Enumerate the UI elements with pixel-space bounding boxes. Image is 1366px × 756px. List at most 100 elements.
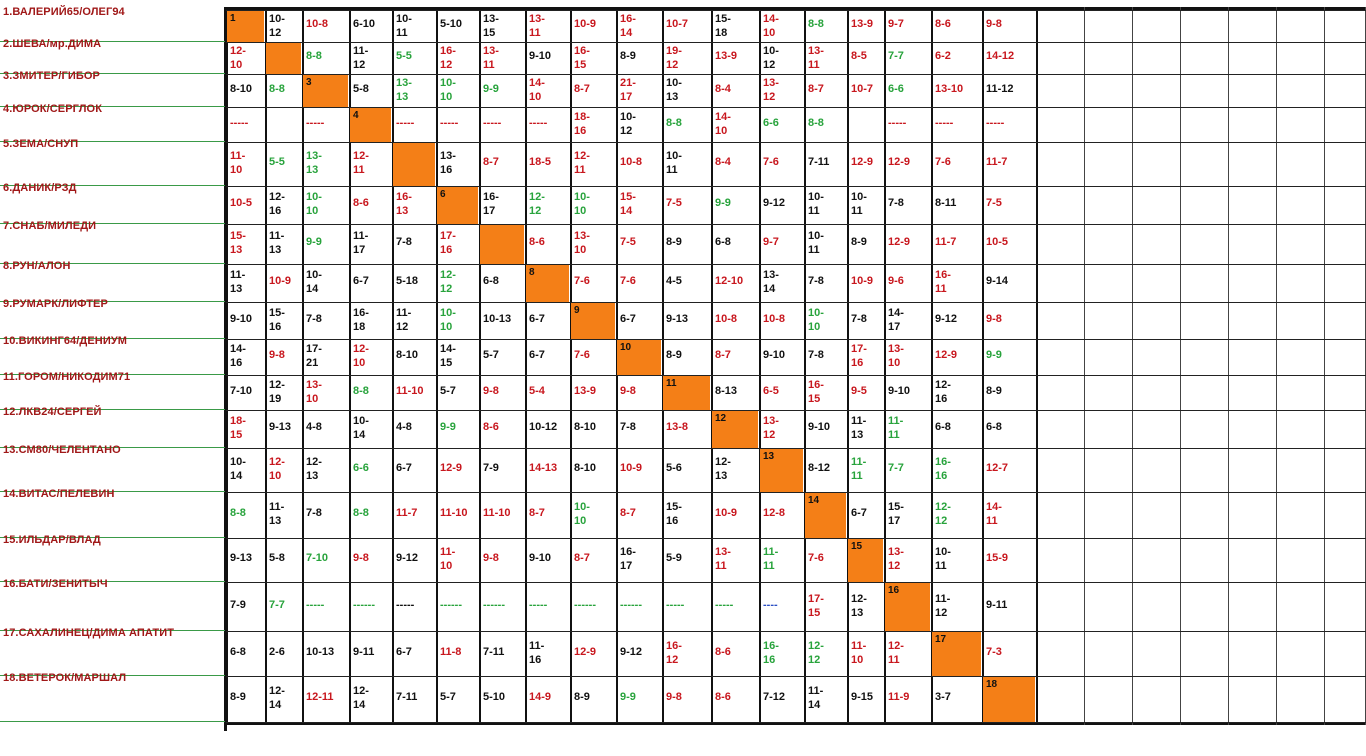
score-cell: 16- 15 (574, 45, 590, 71)
column-divider (847, 7, 849, 725)
score-cell: 13-10 (935, 82, 964, 95)
score-cell: 7-6 (935, 156, 951, 168)
score-cell: 7-6 (808, 552, 824, 564)
row-divider (226, 186, 1366, 187)
score-cell: ----- (440, 116, 459, 129)
score-cell: 10- 10 (574, 191, 590, 217)
score-cell: 6-7 (396, 645, 412, 658)
score-cell: 9-13 (230, 552, 253, 564)
score-cell: 8-9 (666, 349, 682, 361)
diagonal-cell: 4 (350, 108, 391, 142)
score-cell: 8-8 (269, 82, 285, 95)
score-cell: 9-15 (851, 691, 874, 703)
score-cell: 12- 12 (808, 639, 824, 666)
score-cell: 11- 11 (851, 456, 867, 482)
score-cell: 7-8 (808, 349, 824, 361)
row-divider (226, 492, 1366, 493)
diagonal-number: 14 (808, 495, 820, 506)
column-divider (226, 7, 228, 725)
score-cell: 8-8 (808, 116, 824, 129)
team-name: 4.ЮРОК/СЕРГЛОК (3, 103, 103, 115)
score-cell: 12-9 (888, 236, 911, 248)
team-underline (0, 374, 225, 375)
score-cell: 10-9 (269, 275, 292, 287)
score-cell: 7-8 (808, 275, 824, 287)
score-cell: 18- 16 (574, 110, 590, 137)
score-cell: 13- 12 (763, 415, 779, 441)
score-cell: 17- 16 (851, 343, 867, 369)
score-cell: 10- 11 (396, 13, 412, 39)
diagonal-number: 11 (666, 378, 677, 389)
diagonal-cell (393, 143, 435, 186)
score-cell: ----- (715, 598, 734, 611)
score-cell: 11-10 (483, 507, 511, 519)
score-cell: ----- (529, 598, 548, 611)
diagonal-number: 10 (620, 342, 632, 353)
score-cell: 6-8 (935, 421, 951, 433)
score-cell: 7-12 (763, 691, 786, 703)
row-divider (226, 107, 1366, 108)
score-cell: 11- 16 (529, 639, 545, 666)
score-cell: 12-11 (306, 691, 334, 703)
score-cell: 7-10 (306, 552, 329, 564)
score-cell: 9-14 (986, 275, 1009, 287)
diagonal-cell: 1 (227, 11, 264, 42)
score-cell: 6-6 (353, 462, 369, 474)
score-cell: 6-7 (851, 507, 867, 519)
score-cell: 8-8 (230, 507, 246, 519)
diagonal-number: 15 (851, 541, 863, 552)
column-divider (392, 7, 394, 725)
score-cell: 16- 16 (935, 456, 951, 482)
score-cell: 9-12 (620, 645, 643, 658)
score-cell: 8-8 (353, 507, 369, 519)
score-cell: 10- 11 (808, 191, 824, 217)
score-cell: 8-10 (396, 349, 419, 361)
diagonal-cell: 6 (437, 187, 478, 224)
team-name: 12.ЛКВ24/СЕРГЕЙ (3, 406, 102, 418)
score-cell: 7-11 (808, 156, 830, 168)
row-divider (226, 538, 1366, 539)
score-cell: 12- 13 (715, 456, 731, 482)
score-cell: 12- 16 (269, 191, 285, 217)
score-cell: 12- 11 (574, 150, 590, 176)
diagonal-number: 8 (529, 267, 535, 278)
score-cell: 10- 12 (269, 13, 285, 39)
score-cell: 12- 12 (440, 269, 456, 295)
score-cell: 7-9 (230, 598, 246, 611)
score-cell: 12-9 (574, 645, 597, 658)
score-cell: 8-7 (574, 82, 590, 95)
score-cell: 16- 11 (935, 269, 951, 295)
score-cell: 15- 13 (230, 230, 246, 256)
score-cell: 7-5 (986, 197, 1002, 209)
score-cell: 7-5 (620, 236, 636, 248)
score-cell: 3-7 (935, 691, 951, 703)
score-cell: 6-7 (529, 312, 545, 325)
score-cell: 8-9 (230, 691, 246, 703)
team-underline (0, 630, 225, 631)
team-underline (0, 223, 225, 224)
column-divider (982, 7, 984, 725)
score-cell: 8-13 (715, 384, 738, 397)
score-cell: 6-2 (935, 50, 951, 62)
row-divider (226, 74, 1366, 75)
score-cell: 7-6 (763, 156, 779, 168)
score-cell: 12- 10 (353, 343, 369, 369)
score-cell: 12- 13 (851, 592, 867, 619)
diagonal-number: 17 (935, 634, 947, 645)
score-cell: 5-7 (440, 384, 456, 397)
row-divider (226, 448, 1366, 449)
score-cell: 6-8 (715, 236, 731, 248)
diagonal-cell: 10 (617, 340, 661, 375)
team-name: 15.ИЛЬДАР/ВЛАД (3, 534, 101, 546)
score-cell: 13- 11 (483, 45, 499, 71)
column-divider (479, 7, 481, 725)
score-cell: 10- 10 (306, 191, 322, 217)
score-cell: 13- 15 (483, 13, 499, 39)
score-cell: ----- (396, 116, 415, 129)
score-cell: 16- 17 (483, 191, 499, 217)
empty-column-divider (1276, 7, 1277, 725)
team-underline (0, 721, 225, 722)
row-divider (226, 224, 1366, 225)
team-underline (0, 185, 225, 186)
score-cell: 13-8 (666, 421, 689, 433)
